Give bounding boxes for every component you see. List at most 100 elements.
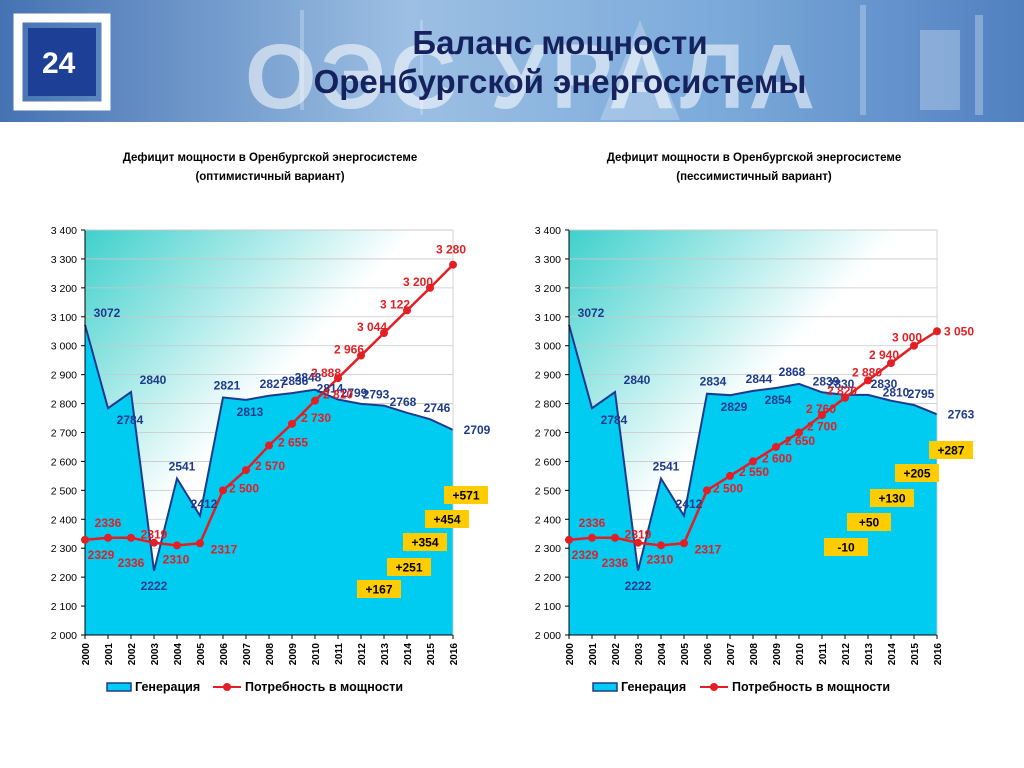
- x-tick-label: 2015: [426, 643, 437, 666]
- demand-point: [703, 486, 711, 495]
- x-tick-label: 2016: [933, 643, 944, 666]
- y-tick-label: 2 400: [535, 514, 561, 526]
- generation-data-label: 2839: [813, 374, 840, 388]
- demand-point: [887, 359, 895, 368]
- generation-data-label: 2541: [653, 459, 680, 473]
- generation-data-label: 2868: [779, 365, 806, 379]
- x-tick-label: 2006: [219, 643, 230, 666]
- generation-data-label: 2746: [424, 401, 451, 415]
- x-tick-label: 2000: [81, 643, 92, 666]
- demand-point: [265, 441, 273, 450]
- demand-point: [772, 442, 780, 451]
- chart1-subtitle: (оптимистичный вариант): [195, 171, 345, 183]
- banner-background: ОЭС УРАЛА: [0, 0, 1024, 122]
- demand-point: [288, 419, 296, 428]
- legend-demand: Потребность в мощности: [699, 680, 890, 694]
- balance-box-label: +454: [433, 513, 460, 527]
- generation-data-label: 2795: [908, 387, 935, 401]
- y-tick-label: 2 700: [51, 428, 77, 440]
- x-tick-label: 2001: [588, 643, 599, 666]
- y-tick-label: 2 900: [535, 370, 561, 382]
- demand-data-label: 2 600: [762, 451, 792, 465]
- legend-demand-label: Потребность в мощности: [245, 680, 404, 694]
- balance-box-label: +287: [937, 444, 964, 458]
- demand-data-label: 2 570: [255, 459, 285, 473]
- generation-data-label: 2840: [140, 373, 167, 387]
- demand-point: [841, 393, 849, 402]
- legend-generation-label: Генерация: [135, 680, 201, 694]
- generation-data-label: 2830: [828, 377, 855, 391]
- demand-point: [933, 327, 941, 336]
- demand-data-label: 3 044: [357, 320, 387, 334]
- y-tick-label: 2 800: [535, 399, 561, 411]
- balance-box: [444, 486, 488, 504]
- demand-point: [127, 533, 135, 542]
- demand-data-label: 2310: [163, 552, 190, 566]
- demand-data-label: 2 760: [806, 402, 836, 416]
- slide-number-box: [28, 28, 96, 96]
- demand-point: [749, 457, 757, 466]
- y-tick-label: 2 800: [51, 399, 77, 411]
- generation-data-label: 2821: [214, 378, 241, 392]
- generation-data-label: 2854: [765, 393, 792, 407]
- slide-title-line2: Оренбургской энергосистемы: [313, 63, 807, 100]
- generation-data-label: 2844: [746, 372, 773, 386]
- legend-generation-label: Генерация: [621, 680, 687, 694]
- demand-data-label: 3 122: [380, 297, 410, 311]
- y-tick-label: 3 400: [535, 225, 561, 237]
- y-tick-label: 2 700: [535, 428, 561, 440]
- balance-box: [929, 441, 973, 459]
- balance-box: [847, 513, 891, 531]
- demand-data-label: 2329: [572, 548, 599, 562]
- demand-data-label: 2 700: [807, 420, 837, 434]
- slide-number-frame: [13, 13, 111, 111]
- demand-data-label: 2336: [95, 516, 122, 530]
- legend-generation-swatch: [592, 682, 618, 692]
- demand-point: [726, 471, 734, 480]
- chart1-title-line1: Дефицит мощности в Оренбургской энергоси…: [122, 152, 418, 164]
- generation-line: [568, 324, 938, 572]
- demand-data-label: 2 888: [311, 366, 341, 380]
- slide-number: 24: [42, 47, 76, 80]
- generation-data-label: 2799: [341, 386, 368, 400]
- generation-area: [569, 324, 937, 635]
- y-tick-label: 2 500: [51, 485, 77, 497]
- x-tick-label: 2007: [242, 643, 253, 666]
- balance-box-label: +167: [365, 583, 392, 597]
- y-tick-label: 3 300: [51, 254, 77, 266]
- generation-data-label: 2830: [871, 377, 898, 391]
- y-tick-label: 2 400: [51, 514, 77, 526]
- generation-data-label: 2768: [390, 395, 417, 409]
- generation-data-label: 2836: [282, 374, 309, 388]
- y-tick-label: 3 100: [535, 312, 561, 324]
- x-tick-label: 2014: [403, 643, 414, 666]
- demand-point: [449, 260, 457, 269]
- balance-box: [403, 533, 447, 551]
- balance-box-label: +205: [903, 467, 930, 481]
- generation-data-label: 2784: [117, 413, 144, 427]
- demand-data-label: 2 650: [785, 434, 815, 448]
- generation-data-label: 2840: [624, 373, 651, 387]
- generation-data-label: 2793: [363, 388, 390, 402]
- balance-box: [387, 558, 431, 576]
- demand-point: [910, 341, 918, 350]
- chart2-title: Дефицит мощности в Оренбургской энергоси…: [534, 149, 974, 187]
- y-tick-label: 3 200: [51, 283, 77, 295]
- demand-point: [657, 541, 665, 550]
- y-tick-label: 2 000: [535, 630, 561, 642]
- y-tick-label: 3 400: [51, 225, 77, 237]
- x-tick-label: 2009: [772, 643, 783, 666]
- y-tick-label: 3 000: [535, 341, 561, 353]
- generation-data-label: 2541: [169, 459, 196, 473]
- x-tick-label: 2011: [334, 643, 345, 665]
- demand-point: [196, 539, 204, 548]
- demand-point: [403, 306, 411, 315]
- legend-demand-swatch: [213, 683, 241, 691]
- x-tick-label: 2010: [795, 643, 806, 666]
- header-banner: ОЭС УРАЛА 24 Баланс мощности Оренбургско…: [0, 0, 1024, 122]
- balance-box: [895, 464, 939, 482]
- demand-point: [334, 374, 342, 383]
- demand-data-label: 2336: [579, 516, 606, 530]
- legend-generation: Генерация: [592, 680, 686, 694]
- y-tick-label: 2 600: [51, 456, 77, 468]
